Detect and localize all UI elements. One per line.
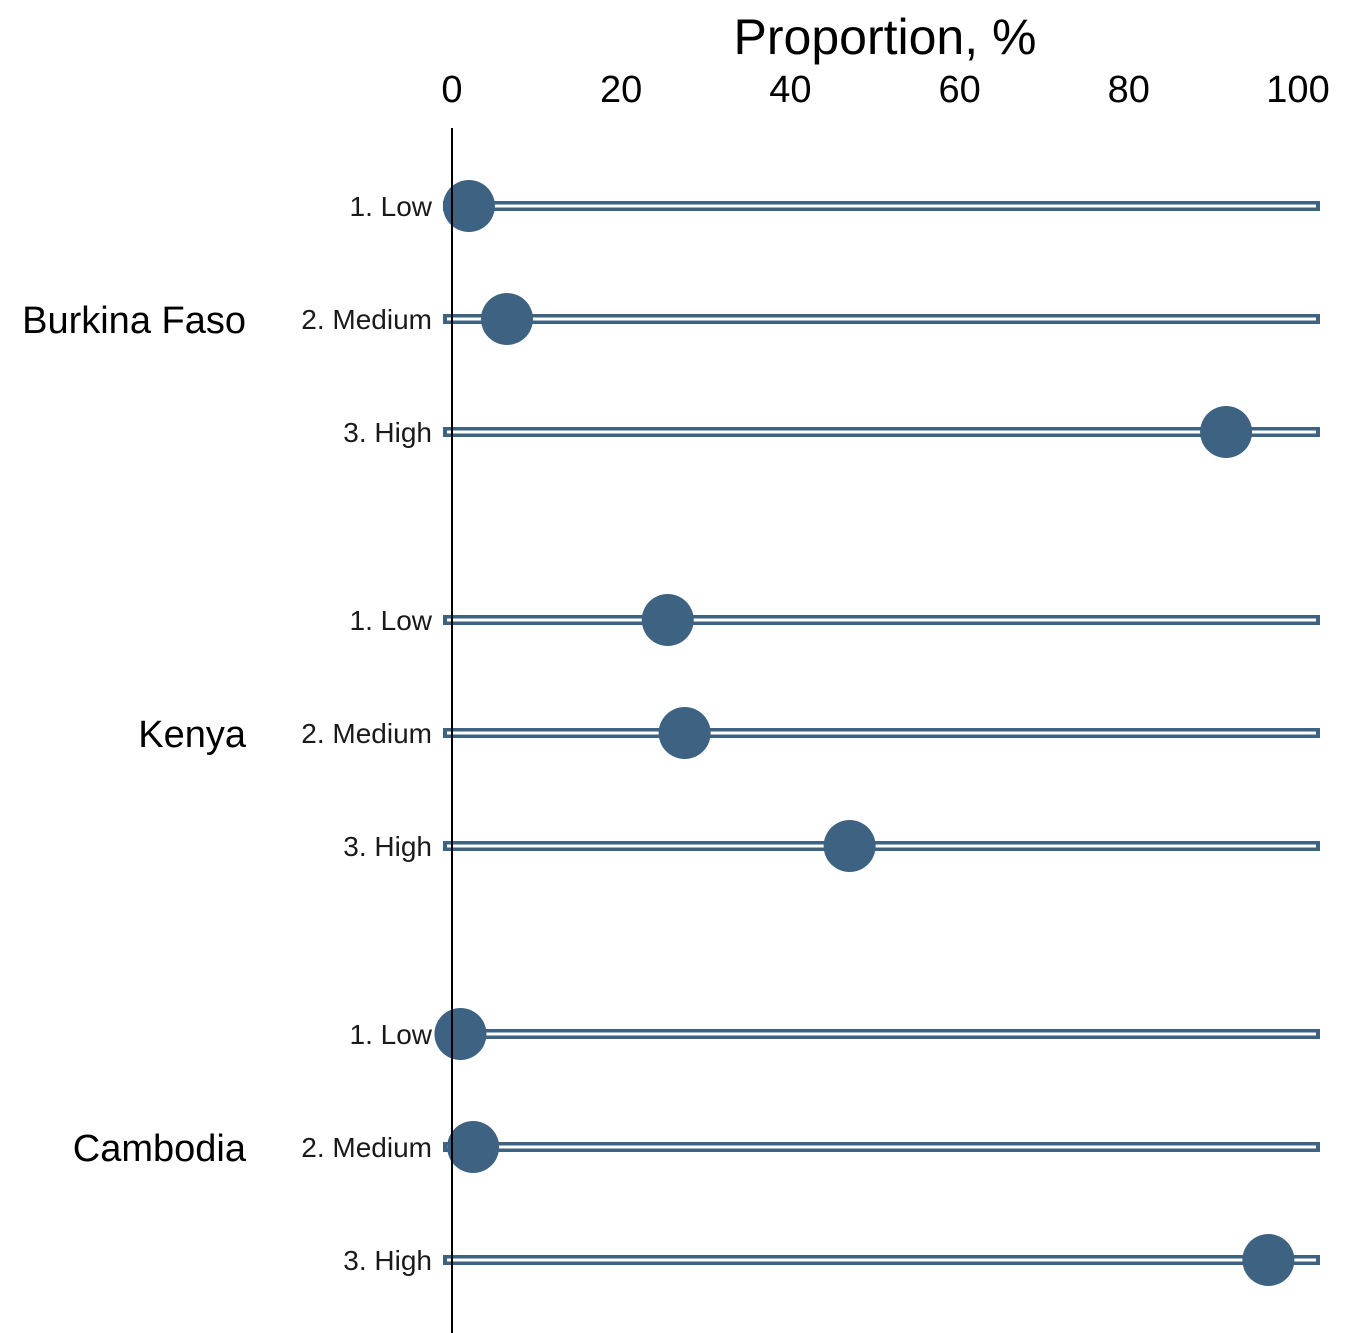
category-label: 3. High	[343, 831, 432, 862]
track-inner	[447, 618, 1316, 622]
x-axis-title: Proportion, %	[734, 9, 1037, 65]
track-inner	[447, 844, 1316, 848]
track-inner	[447, 731, 1316, 735]
x-tick-label: 0	[441, 69, 462, 111]
track-inner	[447, 430, 1316, 434]
x-axis-ticks: 0 20 40 60 80 100	[441, 69, 1329, 111]
data-point	[1242, 1234, 1295, 1286]
group-label: Kenya	[138, 714, 247, 756]
track-inner	[447, 1258, 1316, 1262]
plot-area	[434, 180, 1320, 1286]
group-label: Burkina Faso	[22, 300, 246, 342]
category-label: 3. High	[343, 1245, 432, 1276]
category-label: 2. Medium	[301, 304, 432, 335]
category-label: 2. Medium	[301, 1132, 432, 1163]
track-inner	[447, 317, 1316, 321]
track-inner	[447, 204, 1316, 208]
data-point	[434, 1008, 487, 1060]
category-label: 1. Low	[350, 191, 433, 222]
category-label: 1. Low	[350, 1019, 433, 1050]
data-point	[641, 594, 694, 646]
x-tick-label: 100	[1266, 69, 1329, 111]
data-point	[447, 1121, 500, 1173]
x-tick-label: 40	[769, 69, 811, 111]
data-point	[442, 180, 495, 232]
track-inner	[447, 1032, 1316, 1036]
data-point	[480, 293, 533, 345]
category-label: 3. High	[343, 417, 432, 448]
x-tick-label: 80	[1108, 69, 1150, 111]
category-label: 1. Low	[350, 605, 433, 636]
data-point	[658, 707, 711, 759]
category-label: 2. Medium	[301, 718, 432, 749]
category-labels: 1. Low 2. Medium 3. High Burkina Faso 1. Low…	[22, 191, 433, 1276]
data-point	[823, 820, 876, 872]
x-tick-label: 20	[600, 69, 642, 111]
data-point	[1200, 406, 1253, 458]
group-label: Cambodia	[73, 1128, 247, 1170]
x-tick-label: 60	[938, 69, 980, 111]
track-inner	[447, 1145, 1316, 1149]
